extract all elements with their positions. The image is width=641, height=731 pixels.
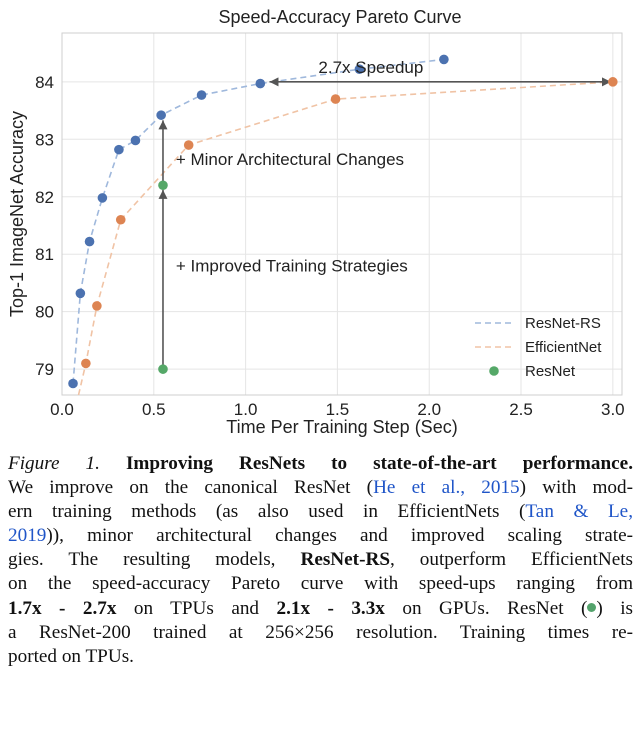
y-axis-label: Top-1 ImageNet Accuracy bbox=[7, 111, 27, 317]
caption-text: on TPUs and bbox=[116, 597, 277, 619]
chart-legend: ResNet-RS EfficientNet ResNet bbox=[475, 315, 602, 380]
x-tick-label: 2.5 bbox=[509, 400, 533, 419]
caption-text: We improve on the canonical ResNet ( bbox=[8, 477, 374, 499]
y-tick-label: 79 bbox=[35, 360, 54, 379]
point-resnet-rs bbox=[97, 193, 108, 203]
figure-caption: Figure 1. Improving ResNets to state-of-… bbox=[8, 452, 633, 669]
point-efficientnet bbox=[183, 140, 194, 150]
caption-line-3: ern training methods (as also used in Ef… bbox=[8, 500, 633, 524]
citation-link-tan-le[interactable]: Tan & Le, bbox=[525, 501, 633, 523]
caption-line-8: a ResNet-200 trained at 256×256 resoluti… bbox=[8, 621, 633, 645]
legend-label: ResNet bbox=[525, 363, 576, 380]
caption-line-6: on the speed-accuracy Pareto curve with … bbox=[8, 572, 633, 596]
figure-label: Figure 1. bbox=[8, 453, 100, 474]
point-resnet bbox=[158, 180, 168, 191]
point-efficientnet bbox=[608, 77, 618, 87]
y-tick-label: 80 bbox=[35, 303, 54, 322]
y-tick-label: 84 bbox=[35, 73, 54, 92]
citation-link-he[interactable]: He et al., 2015 bbox=[373, 477, 520, 499]
caption-line-4: 2019)), minor architectural changes and … bbox=[8, 524, 633, 548]
chart-labels: 2.7x Speedup + Minor Architectural Change… bbox=[7, 7, 625, 437]
plot-frame bbox=[61, 32, 623, 396]
point-resnet bbox=[158, 364, 168, 374]
pareto-chart: 2.7x Speedup + Minor Architectural Change… bbox=[7, 7, 625, 437]
chart-title: Speed-Accuracy Pareto Curve bbox=[218, 7, 461, 27]
point-resnet-rs bbox=[84, 236, 95, 247]
caption-text: a ResNet-200 trained at 256×256 resoluti… bbox=[8, 621, 633, 643]
caption-line-2: We improve on the canonical ResNet (He e… bbox=[8, 476, 633, 500]
annotation-label: + Improved Training Strategies bbox=[176, 256, 408, 275]
legend-label: ResNet-RS bbox=[525, 315, 601, 332]
annotation-label: + Minor Architectural Changes bbox=[176, 150, 404, 169]
point-resnet-rs bbox=[75, 288, 86, 299]
point-resnet-rs bbox=[354, 64, 365, 74]
resnet-dot-icon bbox=[587, 602, 597, 612]
legend-swatch bbox=[489, 366, 499, 376]
legend-label: EfficientNet bbox=[525, 339, 602, 356]
caption-text: ) is bbox=[596, 597, 634, 619]
point-resnet-rs bbox=[196, 90, 207, 100]
caption-line-5: gies. The resulting models, ResNet-RS, o… bbox=[8, 548, 633, 572]
point-efficientnet bbox=[330, 94, 341, 104]
point-resnet-rs bbox=[68, 378, 78, 389]
y-tick-label: 82 bbox=[35, 188, 54, 207]
y-tick-label: 81 bbox=[35, 245, 54, 264]
caption-title: Improving ResNets to state-of-the-art pe… bbox=[125, 453, 633, 474]
y-tick-label: 83 bbox=[35, 130, 54, 149]
point-efficientnet bbox=[115, 214, 126, 225]
x-tick-label: 2.0 bbox=[417, 400, 441, 419]
caption-line-1: Figure 1. Improving ResNets to state-of-… bbox=[8, 452, 633, 476]
model-name: ResNet-RS bbox=[300, 549, 390, 571]
point-resnet-rs bbox=[156, 110, 166, 120]
series-line-resnet-rs bbox=[72, 58, 444, 384]
caption-line-7: 1.7x - 2.7x on TPUs and 2.1x - 3.3x on G… bbox=[8, 597, 633, 621]
citation-link-year[interactable]: 2019 bbox=[8, 525, 47, 547]
caption-text: ) with mod- bbox=[519, 477, 633, 499]
x-tick-label: 0.5 bbox=[142, 400, 166, 419]
caption-text: )), minor architectural changes and impr… bbox=[46, 525, 633, 547]
caption-text: gies. The resulting models, bbox=[8, 549, 276, 571]
gpu-speedup: 2.1x - 3.3x bbox=[276, 597, 385, 619]
x-axis-label: Time Per Training Step (Sec) bbox=[226, 417, 457, 437]
tpu-speedup: 1.7x - 2.7x bbox=[8, 597, 117, 619]
caption-text: on GPUs. ResNet ( bbox=[384, 597, 588, 619]
point-resnet-rs bbox=[255, 78, 266, 89]
annotation-arrows bbox=[158, 77, 611, 366]
caption-line-9: ported on TPUs. bbox=[8, 645, 633, 669]
x-tick-label: 0.0 bbox=[50, 400, 74, 419]
x-tick-label: 3.0 bbox=[601, 400, 625, 419]
point-resnet-rs bbox=[114, 144, 124, 155]
caption-text: ern training methods (as also used in Ef… bbox=[8, 501, 526, 523]
caption-text: on the speed-accuracy Pareto curve with … bbox=[8, 573, 633, 595]
series-points bbox=[68, 54, 618, 389]
caption-text: ported on TPUs. bbox=[8, 645, 134, 667]
point-resnet-rs bbox=[439, 54, 449, 65]
point-resnet-rs bbox=[130, 135, 141, 146]
annotation-label: 2.7x Speedup bbox=[318, 58, 423, 77]
caption-text: , outperform EfficientNets bbox=[390, 549, 634, 571]
point-efficientnet bbox=[92, 301, 102, 311]
x-tick-label: 1.0 bbox=[234, 400, 258, 419]
point-efficientnet bbox=[81, 358, 91, 369]
x-tick-label: 1.5 bbox=[326, 400, 350, 419]
